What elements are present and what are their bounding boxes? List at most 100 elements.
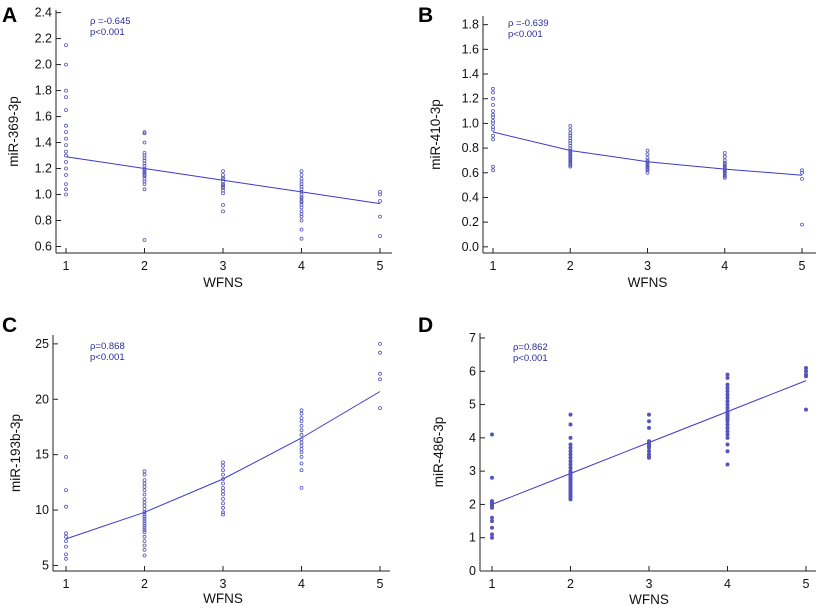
data-point: [804, 365, 809, 370]
data-point: [142, 497, 147, 501]
data-point: [299, 173, 304, 177]
x-tick-label: 5: [377, 577, 384, 591]
y-axis-label: miR-486-3p: [431, 417, 446, 488]
y-tick-label: 1.4: [35, 136, 52, 150]
data-point: [489, 519, 494, 524]
data-point: [647, 449, 652, 454]
data-point: [568, 141, 573, 146]
data-point: [568, 127, 573, 132]
x-tick-label: 1: [490, 259, 497, 273]
data-point: [142, 517, 147, 521]
data-point: [722, 167, 727, 172]
data-point: [299, 236, 304, 241]
data-point: [378, 341, 382, 346]
data-point: [64, 187, 68, 192]
data-point: [142, 488, 147, 493]
data-point: [725, 375, 730, 380]
data-point: [221, 175, 225, 180]
data-point: [221, 485, 225, 490]
data-point: [568, 449, 573, 454]
data-point: [725, 382, 730, 387]
data-point: [491, 86, 495, 91]
data-point: [722, 160, 727, 165]
data-point: [299, 169, 304, 174]
data-point: [568, 452, 573, 457]
data-point: [722, 173, 727, 178]
data-point: [142, 130, 147, 135]
y-tick-label: 2.2: [35, 32, 52, 46]
data-point: [568, 442, 573, 447]
data-point: [142, 472, 147, 477]
data-point: [221, 188, 225, 193]
data-point: [299, 485, 304, 490]
x-tick-label: 4: [298, 259, 305, 273]
x-tick-label: 5: [377, 259, 384, 273]
y-tick-label: 2.0: [35, 58, 52, 72]
data-point: [299, 461, 304, 466]
y-axis-label: miR-193b-3p: [8, 414, 23, 492]
data-point: [142, 521, 147, 526]
data-point: [725, 442, 730, 447]
data-point: [378, 234, 382, 239]
y-tick-label: 1: [469, 531, 476, 545]
data-point: [722, 163, 727, 168]
data-point: [142, 140, 147, 145]
data-point: [299, 428, 304, 433]
y-tick-label: 10: [35, 503, 49, 517]
data-point: [489, 515, 494, 520]
data-point: [221, 510, 225, 515]
y-tick-label: 0.0: [462, 240, 479, 254]
y-tick-label: 1.8: [462, 18, 479, 32]
y-tick-label: 0.8: [35, 214, 52, 228]
data-point: [489, 475, 494, 480]
data-point: [142, 161, 147, 166]
data-point: [142, 534, 147, 539]
data-point: [221, 472, 225, 477]
x-tick-label: 3: [220, 259, 227, 273]
data-point: [725, 392, 730, 397]
data-point: [725, 399, 730, 404]
data-point: [221, 202, 225, 207]
data-point: [142, 530, 147, 535]
data-point: [64, 454, 68, 459]
data-point: [299, 432, 304, 437]
x-tick-label: 3: [646, 577, 653, 591]
data-point: [378, 214, 382, 219]
data-point: [142, 484, 147, 489]
x-tick-label: 4: [298, 577, 305, 591]
data-point: [299, 423, 304, 428]
y-tick-label: 3: [469, 464, 476, 478]
data-point: [568, 157, 573, 162]
data-point: [722, 168, 727, 173]
data-point: [722, 162, 727, 167]
y-tick-label: 4: [469, 431, 476, 445]
data-point: [142, 512, 147, 517]
data-point: [568, 148, 573, 153]
data-point: [804, 369, 809, 374]
data-point: [142, 523, 147, 528]
data-point: [645, 156, 650, 160]
data-point: [568, 160, 573, 165]
data-point: [64, 123, 68, 128]
data-point: [221, 492, 225, 497]
y-tick-label: 0.8: [462, 141, 479, 155]
data-point: [378, 406, 382, 411]
y-tick-label: 0.4: [462, 190, 479, 204]
data-point: [568, 435, 573, 440]
x-tick-label: 4: [721, 259, 728, 273]
data-point: [568, 133, 573, 138]
data-point: [725, 429, 730, 434]
data-point: [568, 459, 573, 464]
x-tick-label: 1: [63, 259, 70, 273]
data-point: [64, 166, 68, 171]
y-tick-label: 5: [42, 558, 49, 572]
data-point: [725, 425, 730, 430]
data-point: [491, 125, 495, 129]
data-point: [725, 462, 730, 467]
data-point: [491, 90, 495, 95]
data-point: [568, 136, 573, 141]
data-point: [568, 455, 573, 460]
data-point: [645, 152, 650, 157]
data-point: [568, 152, 573, 157]
